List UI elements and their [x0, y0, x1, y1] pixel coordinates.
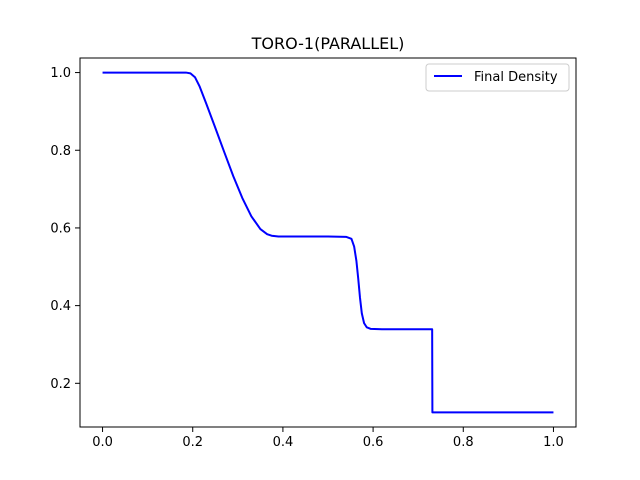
y-tick-label: 0.4 — [50, 299, 71, 314]
y-tick-label: 0.8 — [50, 144, 71, 159]
x-tick-label: 0.4 — [273, 435, 294, 450]
x-axis: 0.0 0.2 0.4 0.6 0.8 1.0 — [92, 427, 564, 450]
axes-frame — [79, 57, 577, 428]
legend: Final Density — [425, 63, 570, 92]
y-tick-label: 0.6 — [50, 221, 71, 236]
legend-label-final-density: Final Density — [474, 70, 558, 85]
chart-title: TORO-1(PARALLEL) — [251, 34, 405, 53]
y-tick-label: 0.2 — [50, 377, 71, 392]
y-axis: 0.2 0.4 0.6 0.8 1.0 — [50, 66, 80, 392]
x-tick-label: 1.0 — [543, 435, 564, 450]
x-tick-label: 0.0 — [92, 435, 113, 450]
x-tick-label: 0.6 — [363, 435, 384, 450]
y-tick-label: 1.0 — [50, 66, 71, 81]
series-line-0 — [102, 71, 554, 414]
x-tick-label: 0.8 — [453, 435, 474, 450]
plot-area — [79, 57, 577, 428]
legend-box — [425, 63, 570, 92]
x-tick-label: 0.2 — [182, 435, 203, 450]
